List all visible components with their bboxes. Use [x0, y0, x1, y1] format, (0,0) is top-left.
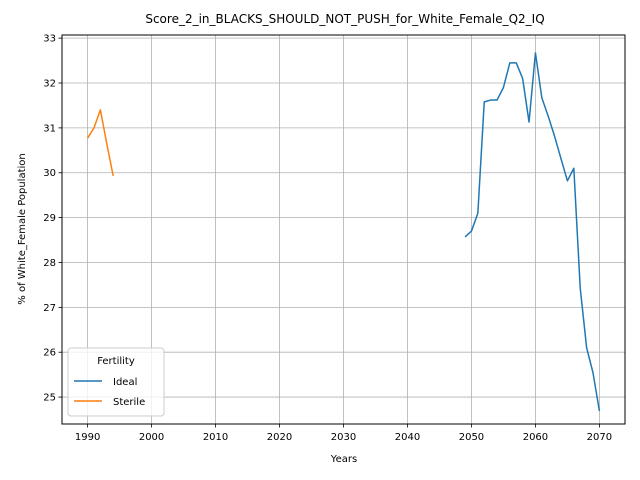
legend-label-sterile: Sterile: [113, 397, 145, 408]
y-tick-label: 33: [43, 34, 56, 45]
x-tick-label: 2020: [267, 432, 292, 443]
x-tick-label: 2010: [203, 432, 228, 443]
series-group: [86, 52, 601, 412]
x-tick-label: 2000: [139, 432, 164, 443]
y-tick-label: 25: [43, 393, 56, 404]
x-tick-label: 2040: [395, 432, 420, 443]
y-tick-label: 28: [43, 258, 56, 269]
y-tick-label: 29: [43, 213, 56, 224]
x-tick-label: 2050: [459, 432, 484, 443]
x-tick-label: 2070: [587, 432, 612, 443]
legend-title: Fertility: [97, 356, 135, 367]
legend-frame: [67, 347, 165, 417]
legend: Fertility Ideal Sterile: [67, 347, 165, 417]
series-line-sterile: [86, 109, 114, 177]
y-tick-label: 32: [43, 79, 56, 90]
y-tick-label: 30: [43, 168, 56, 179]
chart-title: Score_2_in_BLACKS_SHOULD_NOT_PUSH_for_Wh…: [145, 12, 544, 26]
y-tick-label: 27: [43, 303, 56, 314]
y-tick-label: 26: [43, 348, 56, 359]
x-axis-label: Years: [330, 454, 357, 465]
x-tick-label: 2030: [331, 432, 356, 443]
ticks: 1990 2000 2010 2020 2030 2040 2050 2060 2070 25 26…: [43, 34, 612, 443]
grid: [62, 35, 625, 424]
y-tick-label: 31: [43, 123, 56, 134]
x-tick-label: 1990: [75, 432, 100, 443]
legend-label-ideal: Ideal: [113, 377, 137, 388]
series-line-ideal: [464, 52, 601, 412]
y-axis-label: % of White_Female Population: [17, 153, 28, 304]
x-tick-label: 2060: [523, 432, 548, 443]
